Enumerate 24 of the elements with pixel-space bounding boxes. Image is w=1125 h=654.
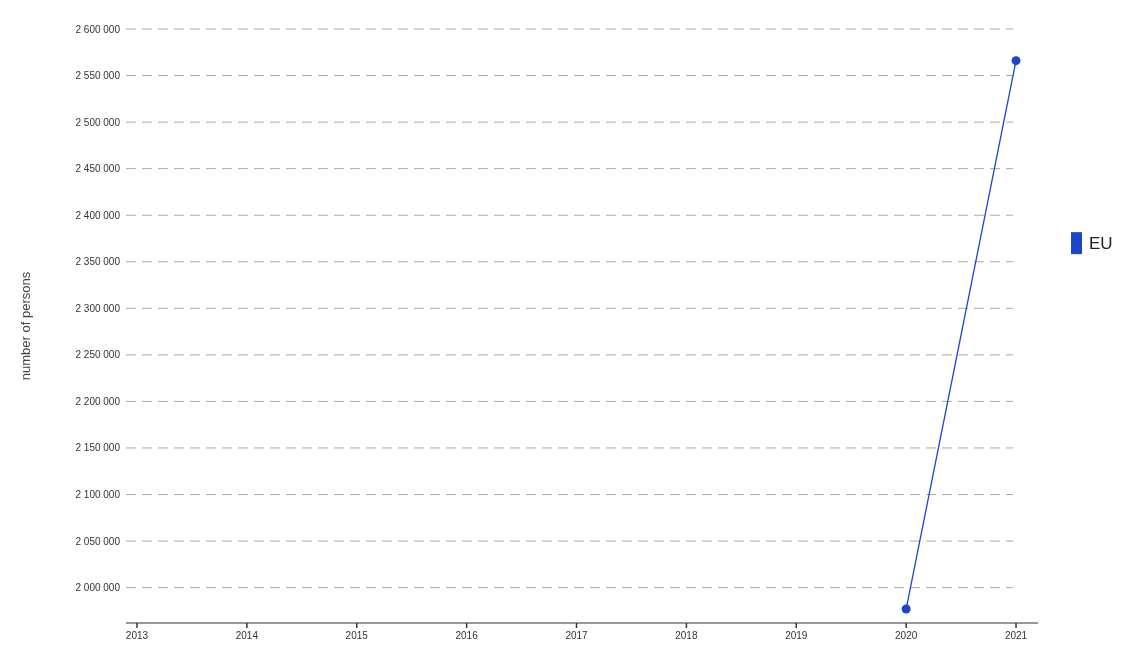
y-axis-title: number of persons [18,271,33,381]
x-tick-label: 2018 [675,630,698,641]
y-tick-label: 2 050 000 [75,535,121,547]
y-tick-label: 2 100 000 [75,489,121,501]
y-tick-label: 2 200 000 [75,395,121,407]
x-tick-label: 2019 [785,630,808,641]
y-tick-label: 2 400 000 [75,209,121,221]
x-tick-label: 2020 [895,630,918,641]
y-tick-label: 2 550 000 [75,70,121,82]
y-tick-label: 2 600 000 [75,23,121,35]
y-tick-label: 2 250 000 [75,349,121,361]
y-tick-label: 2 150 000 [75,442,121,454]
legend-label: EU [1089,234,1113,254]
x-tick-label: 2016 [455,630,479,641]
x-tick-label: 2013 [125,630,149,641]
y-tick-label: 2 500 000 [75,116,121,128]
x-tick-label: 2017 [565,630,589,641]
y-tick-label: 2 000 000 [75,582,121,594]
y-tick-label: 2 450 000 [75,163,121,175]
x-tick-label: 2014 [235,630,259,641]
y-tick-label: 2 300 000 [75,302,121,314]
y-tick-label: 2 350 000 [75,256,121,268]
x-tick-label: 2015 [345,630,369,641]
x-tick-label: 2021 [1004,630,1028,641]
